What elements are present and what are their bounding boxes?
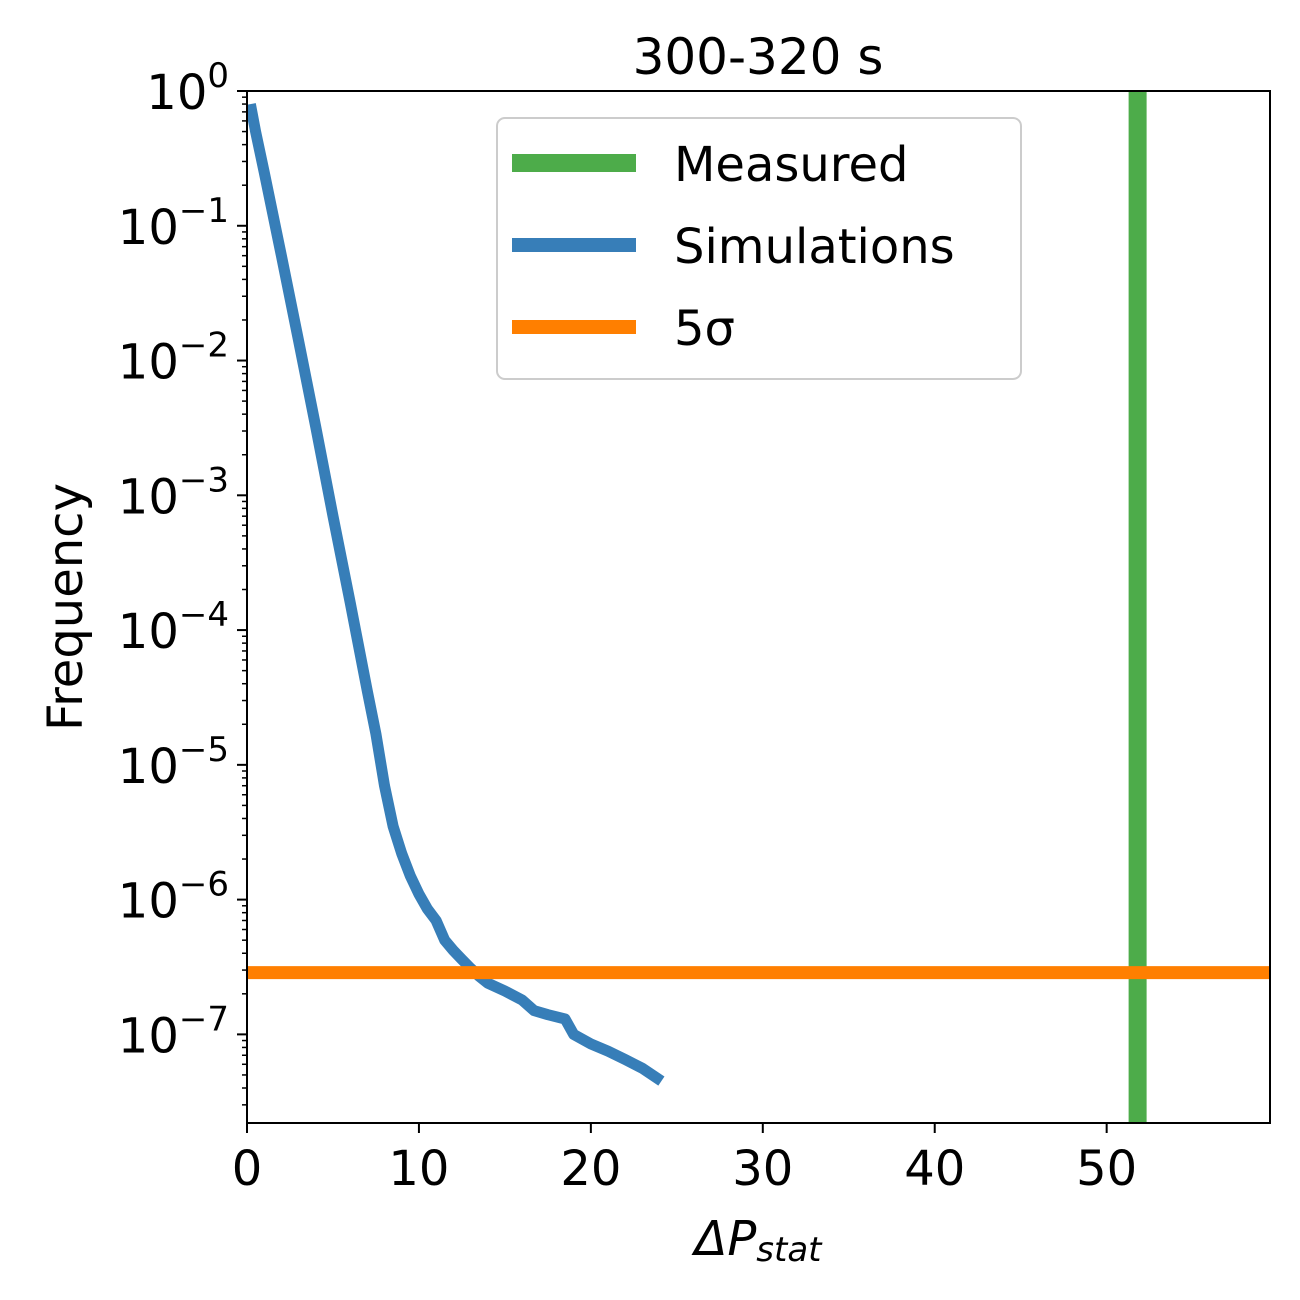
- x-tick-label: 0: [232, 1141, 263, 1197]
- legend-label-5sigma: 5σ: [674, 301, 735, 357]
- legend: Measured Simulations 5σ: [496, 117, 1022, 380]
- x-axis-label-base: ΔP: [691, 1211, 757, 1267]
- y-tick-label: 10−3: [118, 460, 229, 525]
- y-axis: 100 10−1 10−2 10−3 10−4 10−5 10−6 10−7: [118, 56, 247, 1106]
- x-tick-label: 40: [904, 1141, 965, 1197]
- y-tick-label: 10−6: [118, 865, 229, 930]
- y-tick-label: 10−4: [118, 595, 229, 660]
- legend-label-measured: Measured: [674, 137, 908, 193]
- x-tick-label: 10: [388, 1141, 449, 1197]
- axes-frame: [246, 90, 1271, 1124]
- y-axis-label: Frequency: [38, 483, 94, 731]
- x-tick-label: 30: [732, 1141, 793, 1197]
- y-tick-label: 100: [146, 56, 229, 121]
- y-tick-label: 10−5: [118, 730, 229, 795]
- legend-label-simulations: Simulations: [674, 219, 955, 275]
- plot-area: [247, 91, 1270, 1123]
- x-axis-label: ΔPstat: [691, 1211, 824, 1270]
- y-tick-label: 10−2: [118, 326, 229, 391]
- x-tick-label: 50: [1076, 1141, 1137, 1197]
- y-tick-label: 10−1: [118, 191, 229, 256]
- chart-title: 300-320 s: [633, 28, 884, 86]
- x-tick-label: 20: [560, 1141, 621, 1197]
- y-tick-label: 10−7: [118, 999, 229, 1064]
- legend-box: [496, 117, 1022, 380]
- x-axis: 0 10 20 30 40 50: [232, 1123, 1137, 1197]
- series-simulations-line: [247, 103, 665, 1086]
- x-axis-label-subscript: stat: [756, 1230, 823, 1270]
